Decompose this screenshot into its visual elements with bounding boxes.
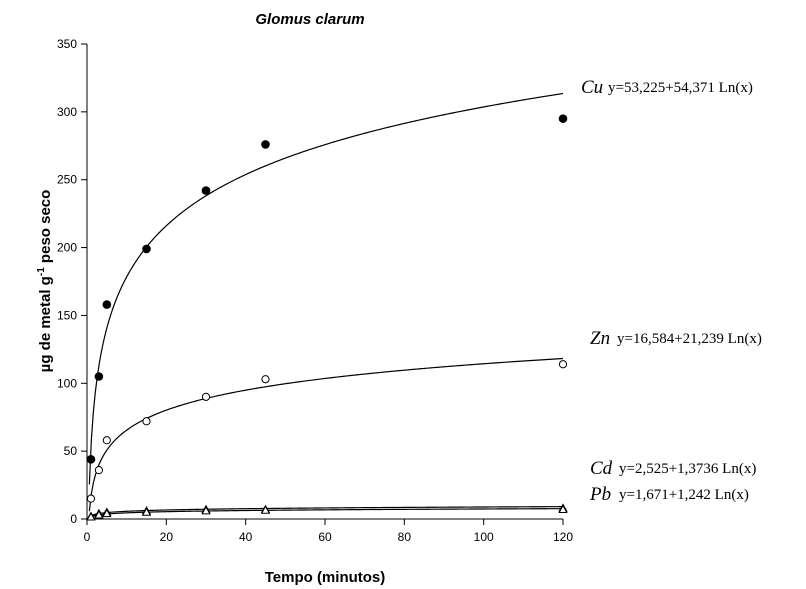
plot-area: 0 50 100 150 200 250 300 350 0 20 40 60 80 100 120 <box>57 37 573 544</box>
series-name-cd: Cd <box>590 458 613 479</box>
data-point-pb <box>558 504 568 514</box>
chart-title: Glomus clarum <box>255 11 364 28</box>
data-point-pb <box>102 508 112 518</box>
data-point-cu <box>261 140 270 149</box>
fit-curve-cd <box>89 506 564 518</box>
equation-text-zn: y=16,584+21,239 Ln(x) <box>617 331 762 347</box>
y-tick-label: 250 <box>57 173 77 187</box>
equation-cu: Cu y=53,225+54,371 Ln(x) <box>581 77 753 98</box>
y-tick-label: 150 <box>57 308 77 322</box>
fit-curve-zn <box>88 357 564 512</box>
data-point-pb <box>94 510 104 519</box>
y-tick-label: 300 <box>57 105 77 119</box>
data-point-zn <box>142 417 151 426</box>
data-point-pb <box>201 506 211 515</box>
data-point-pb <box>141 507 152 516</box>
x-tick-label: 40 <box>239 530 253 544</box>
y-axis-title-superscript: -1 <box>36 267 47 276</box>
data-point-zn <box>86 494 96 503</box>
fit-curves <box>88 92 564 519</box>
y-tick-label: 0 <box>70 512 77 526</box>
equation-cd: Cd y=2,525+1,3736 Ln(x) <box>590 458 756 479</box>
fit-curve-cu <box>88 92 564 485</box>
data-points <box>86 114 568 521</box>
data-point-pb <box>260 505 271 514</box>
y-axis-title-main: µg de metal g <box>37 276 54 372</box>
y-tick-label: 50 <box>64 444 78 458</box>
x-tick-label: 100 <box>474 530 494 544</box>
data-point-pb <box>86 512 96 521</box>
fit-curve-pb <box>89 508 564 519</box>
data-point-zn <box>102 436 111 445</box>
data-point-cu <box>94 372 104 381</box>
data-point-cu <box>201 186 211 195</box>
y-axis-title: µg de metal g-1 peso seco <box>36 190 54 373</box>
series-name-zn: Zn <box>590 328 610 349</box>
equation-text-cu: y=53,225+54,371 Ln(x) <box>608 80 753 96</box>
x-tick-label: 120 <box>553 530 573 544</box>
data-point-cu <box>102 300 112 309</box>
x-tick-label: 0 <box>84 530 91 544</box>
data-point-cu <box>142 244 151 254</box>
series-name-pb: Pb <box>589 484 611 505</box>
x-ticks: 0 20 40 60 80 100 120 <box>84 519 573 544</box>
data-point-zn <box>261 375 270 384</box>
data-point-zn <box>558 360 568 369</box>
y-tick-label: 200 <box>57 241 77 255</box>
data-point-zn <box>94 466 104 475</box>
equation-text-cd: y=2,525+1,3736 Ln(x) <box>619 461 756 477</box>
x-tick-label: 20 <box>160 530 174 544</box>
x-tick-label: 60 <box>318 530 332 544</box>
data-point-zn <box>201 392 211 401</box>
data-point-cu <box>86 454 96 464</box>
x-tick-label: 80 <box>398 530 412 544</box>
x-axis-title: Tempo (minutos) <box>265 569 386 586</box>
y-tick-label: 100 <box>57 376 77 390</box>
equation-text-pb: y=1,671+1,242 Ln(x) <box>619 487 749 503</box>
data-point-cu <box>558 114 568 123</box>
y-axis-title-tail: peso seco <box>37 190 54 268</box>
series-name-cu: Cu <box>581 77 603 98</box>
y-ticks: 0 50 100 150 200 250 300 350 <box>57 37 87 526</box>
equation-pb: Pb y=1,671+1,242 Ln(x) <box>589 484 749 505</box>
y-tick-label: 350 <box>57 37 77 51</box>
equation-zn: Zn y=16,584+21,239 Ln(x) <box>590 328 762 349</box>
